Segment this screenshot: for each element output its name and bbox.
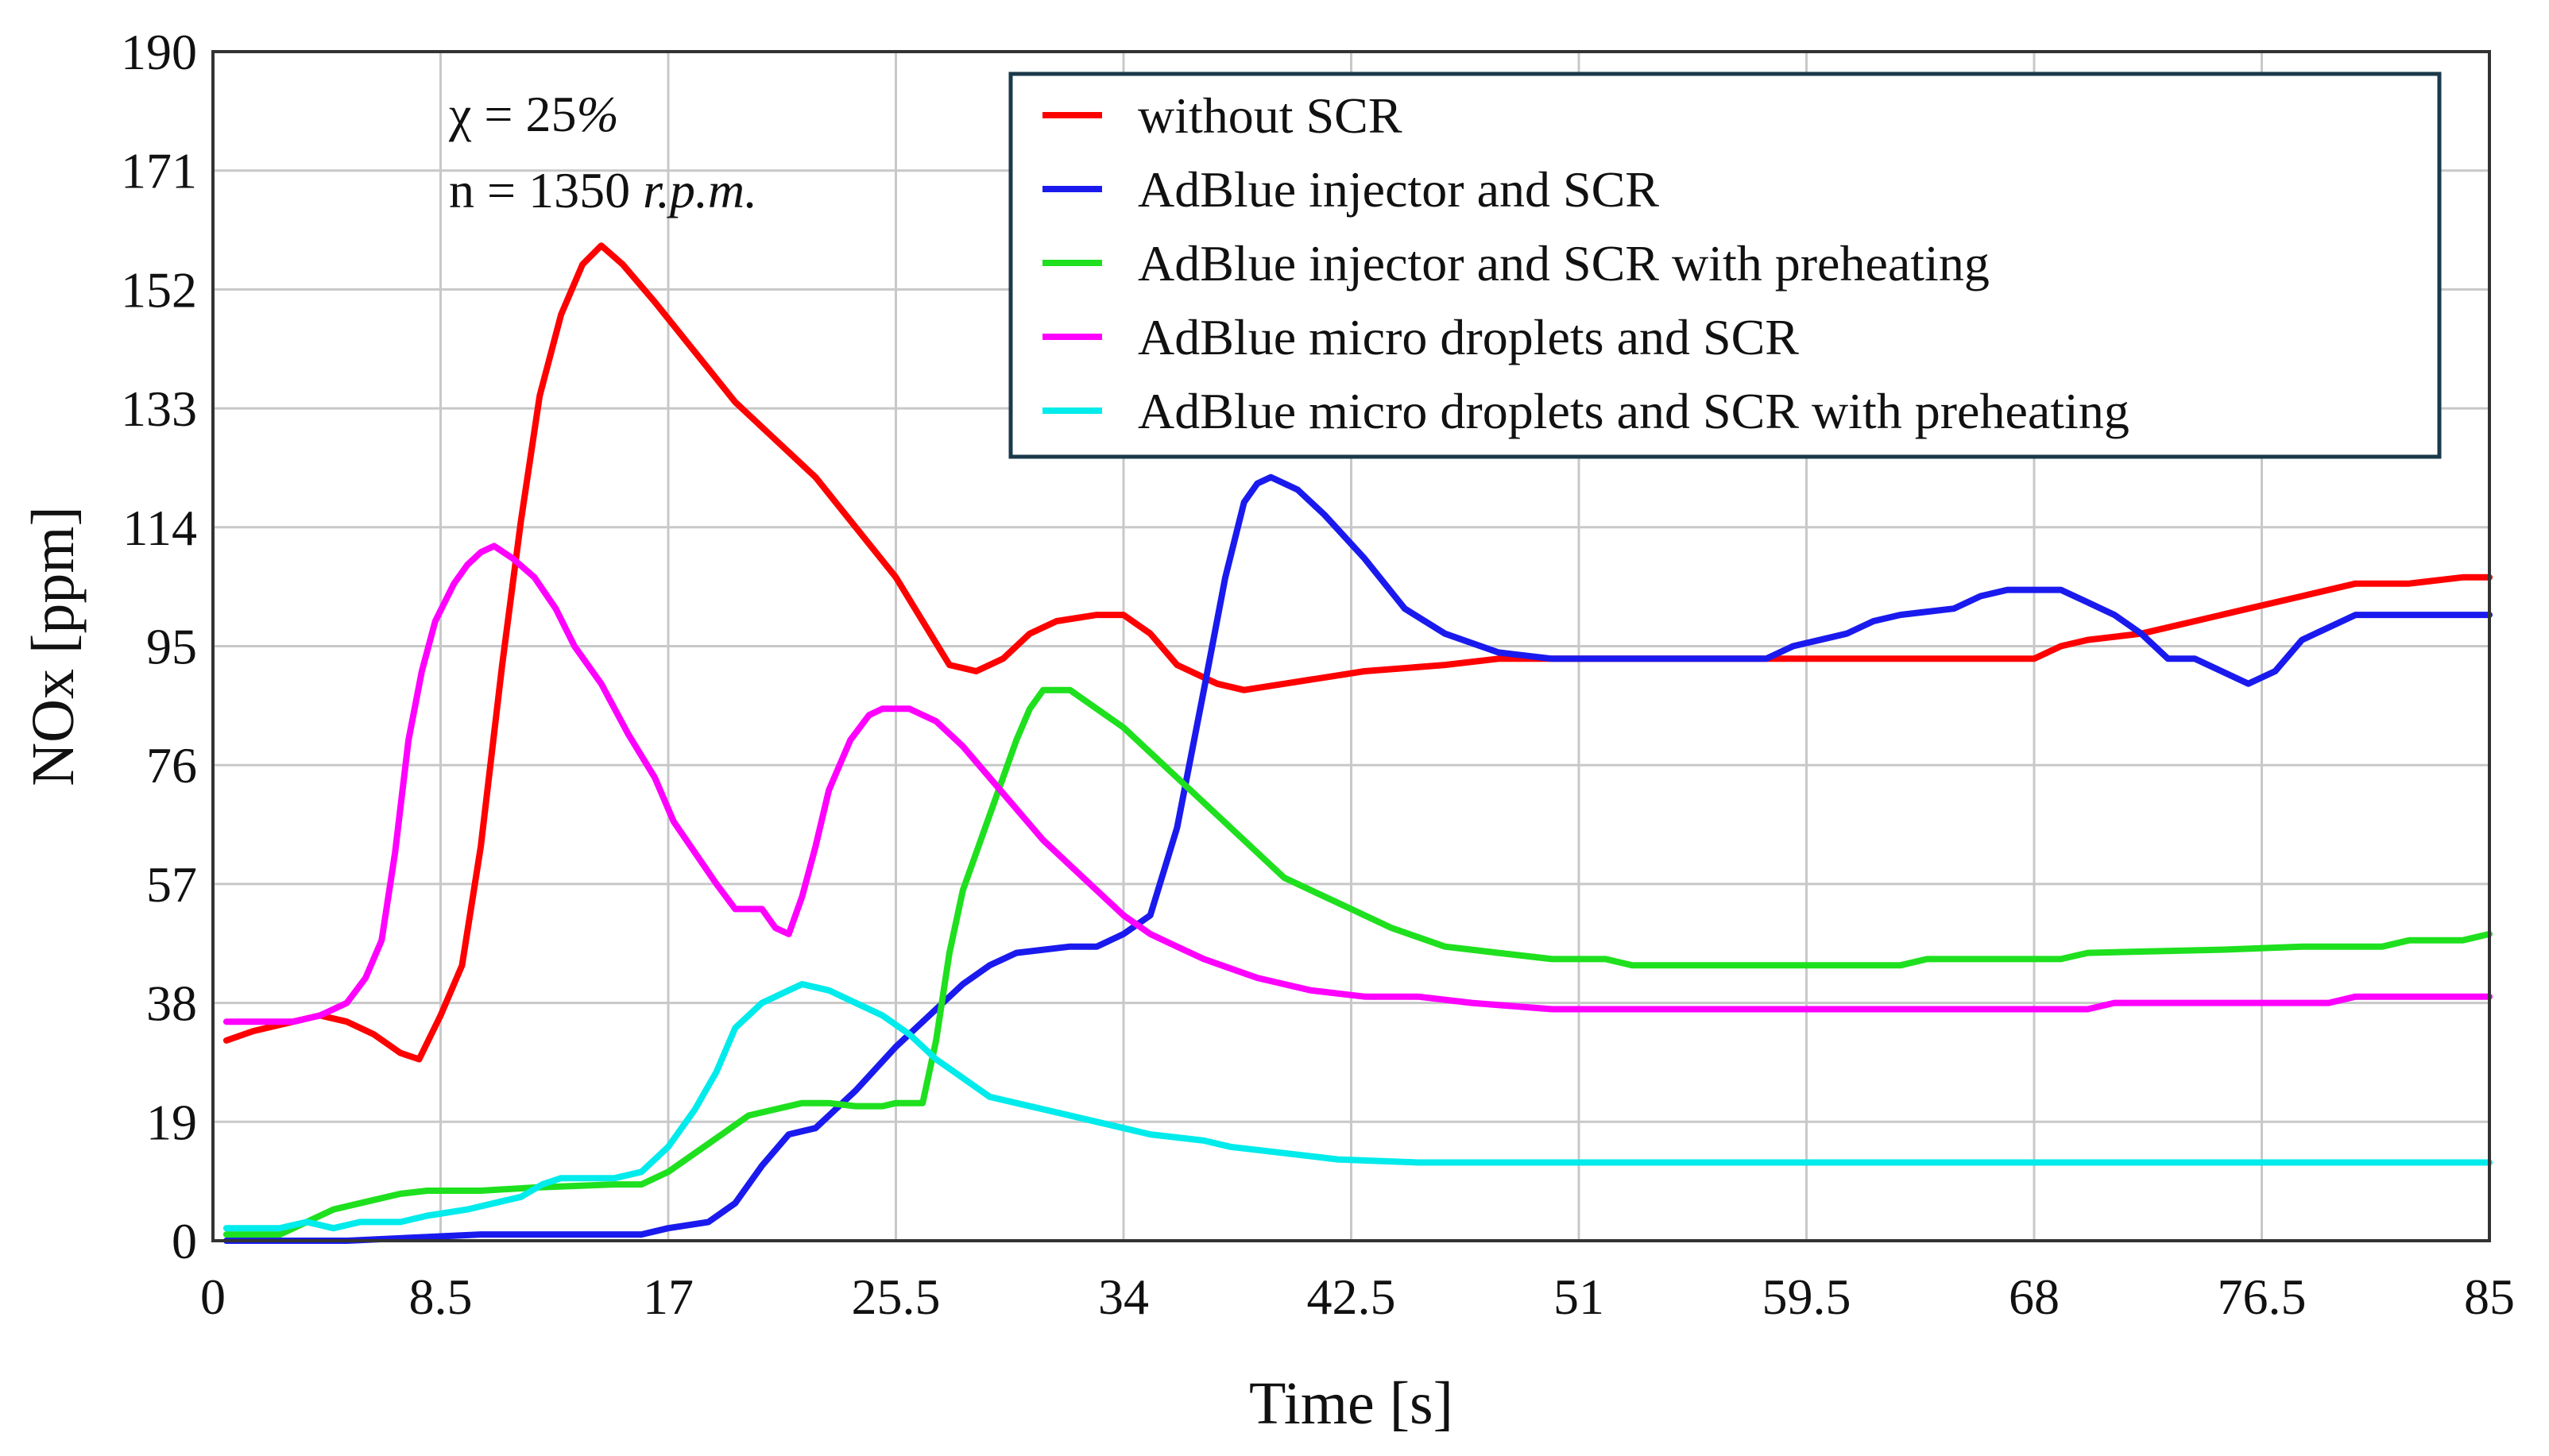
- series-line-3: [222, 686, 2493, 1238]
- x-tick-label: 51: [1553, 1269, 1604, 1325]
- y-tick-label: 0: [172, 1213, 197, 1269]
- legend-label: AdBlue micro droplets and SCR: [1138, 309, 1799, 365]
- legend-label: AdBlue micro droplets and SCR with prehe…: [1138, 383, 2129, 439]
- y-tick-label: 171: [121, 143, 197, 199]
- legend: without SCR AdBlue injector and SCR AdBlue…: [1008, 71, 2442, 459]
- legend-label: without SCR: [1138, 87, 1402, 144]
- y-tick-label: 190: [121, 24, 197, 80]
- x-tick-label: 34: [1098, 1269, 1149, 1325]
- series-line-2: [222, 473, 2493, 1244]
- series-line-4: [222, 543, 2493, 1025]
- x-tick-label: 25.5: [852, 1269, 941, 1325]
- y-tick-label: 38: [146, 975, 197, 1032]
- legend-box: [1008, 71, 2442, 459]
- x-tick-label: 42.5: [1307, 1269, 1396, 1325]
- y-axis-title: NOx [ppm]: [20, 506, 87, 786]
- x-tick-label: 0: [200, 1269, 226, 1325]
- x-tick-label: 17: [643, 1269, 694, 1325]
- annotation-line-1: χ = 25%: [448, 86, 619, 142]
- legend-label: AdBlue injector and SCR: [1138, 161, 1659, 218]
- x-axis-title: Time [s]: [1249, 1370, 1453, 1437]
- legend-label: AdBlue injector and SCR with preheating: [1138, 235, 1990, 292]
- condition-annotation: χ = 25% n = 1350 r.p.m.: [448, 86, 757, 218]
- annotation-line-2: n = 1350 r.p.m.: [449, 162, 757, 218]
- y-tick-label: 76: [146, 737, 197, 794]
- series-line-5: [222, 981, 2493, 1232]
- x-tick-label: 8.5: [409, 1269, 473, 1325]
- x-tick-label: 85: [2464, 1269, 2515, 1325]
- plot-frame: [211, 50, 2491, 1242]
- x-tick-label: 68: [2009, 1269, 2060, 1325]
- y-tick-label: 152: [121, 261, 197, 318]
- x-tick-label: 59.5: [1762, 1269, 1851, 1325]
- tick-labels: 0 8.5 17 25.5 34 42.5 51 59.5 68 76.5 85 0 19 38 57 76 9…: [121, 24, 2515, 1325]
- x-tick-label: 76.5: [2218, 1269, 2307, 1325]
- y-tick-label: 57: [146, 856, 197, 913]
- y-tick-label: 133: [121, 380, 197, 437]
- y-tick-label: 19: [146, 1094, 197, 1150]
- series-lines: [222, 242, 2493, 1244]
- y-tick-label: 95: [146, 619, 197, 675]
- y-tick-label: 114: [122, 500, 197, 556]
- series-line-1: [222, 242, 2493, 1063]
